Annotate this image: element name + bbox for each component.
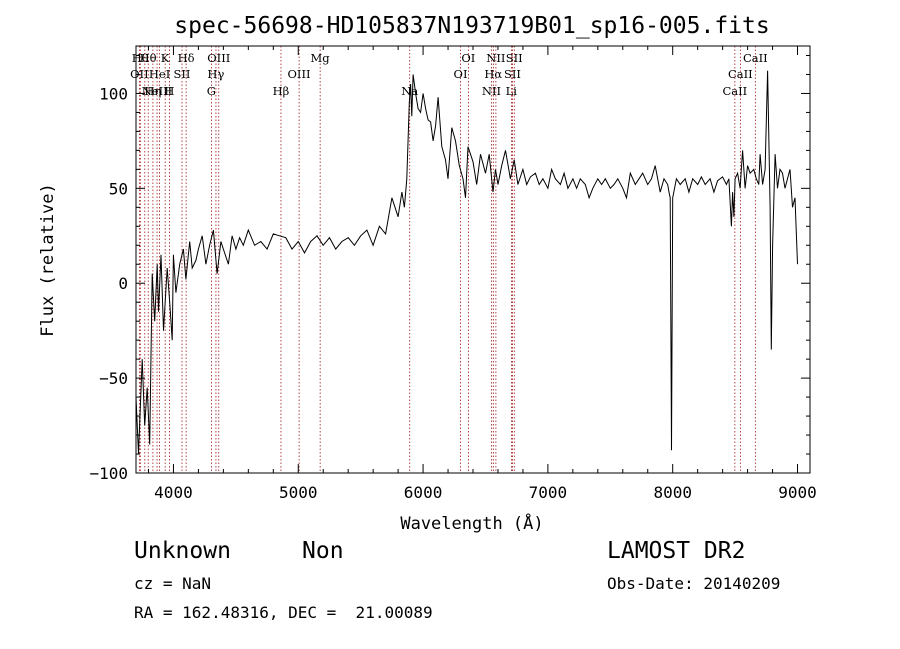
y-tick-label-0: −100	[89, 464, 128, 483]
line-label-5: HeI	[149, 67, 170, 81]
line-label-6: K	[161, 51, 170, 65]
line-label-25: CaII	[743, 51, 768, 65]
line-label-24: Li	[506, 84, 518, 98]
x-tick-label-0: 4000	[154, 483, 193, 502]
x-tick-label-5: 9000	[778, 483, 817, 502]
x-tick-label-2: 6000	[404, 483, 443, 502]
y-tick-label-3: 50	[109, 179, 128, 198]
line-label-27: CaII	[722, 84, 747, 98]
line-label-8: H	[164, 84, 174, 98]
spectrum-series	[136, 70, 798, 455]
spectral-line-markers	[138, 46, 756, 473]
y-tick-label-1: −50	[99, 369, 128, 388]
observation-date: Obs-Date: 20140209	[607, 574, 781, 593]
chart-title: spec-56698-HD105837N193719B01_sp16-005.f…	[174, 13, 769, 39]
y-tick-label-2: 0	[118, 274, 128, 293]
plot-frame	[135, 45, 811, 474]
line-label-15: Hβ	[273, 84, 290, 98]
line-label-12: G	[207, 84, 216, 98]
line-label-14: OIII	[287, 67, 310, 81]
object-class: Unknown	[134, 538, 231, 564]
line-label-4: Hη	[144, 84, 161, 98]
spectrum-line-0	[136, 70, 798, 455]
line-label-22: SII	[504, 67, 521, 81]
y-axis: −100 −50 0 50 100	[89, 54, 810, 483]
line-label-17: OI	[461, 51, 475, 65]
y-tick-label-4: 100	[99, 84, 128, 103]
line-label-20: SII	[506, 51, 523, 65]
survey-name: LAMOST DR2	[607, 538, 746, 564]
line-label-2: Hθ	[140, 51, 157, 65]
line-label-3: NeIII	[142, 84, 173, 98]
line-label-10: OIII	[207, 51, 230, 65]
coordinates-readout: RA = 162.48316, DEC = 21.00089	[134, 603, 433, 622]
line-label-13: Mg	[311, 51, 331, 65]
line-label-7: SII	[173, 67, 190, 81]
x-tick-label-1: 5000	[279, 483, 318, 502]
line-label-19: NII	[486, 51, 505, 65]
x-tick-label-4: 8000	[653, 483, 692, 502]
line-label-26: CaII	[728, 67, 753, 81]
x-axis: 4000 5000 6000 7000 8000 9000	[147, 46, 817, 502]
x-tick-label-3: 7000	[529, 483, 568, 502]
object-subclass: Non	[302, 538, 344, 564]
redshift-readout: cz = NaN	[134, 574, 212, 593]
line-label-11: Hγ	[207, 67, 224, 81]
line-label-9: Hδ	[178, 51, 195, 65]
line-label-18: OI	[454, 67, 468, 81]
line-label-21: Hα	[484, 67, 502, 81]
line-label-23: NII	[482, 84, 501, 98]
x-axis-label: Wavelength (Å)	[400, 512, 543, 534]
y-axis-label: Flux (relative)	[38, 183, 58, 337]
spectrum-chart: spec-56698-HD105837N193719B01_sp16-005.f…	[38, 13, 817, 534]
